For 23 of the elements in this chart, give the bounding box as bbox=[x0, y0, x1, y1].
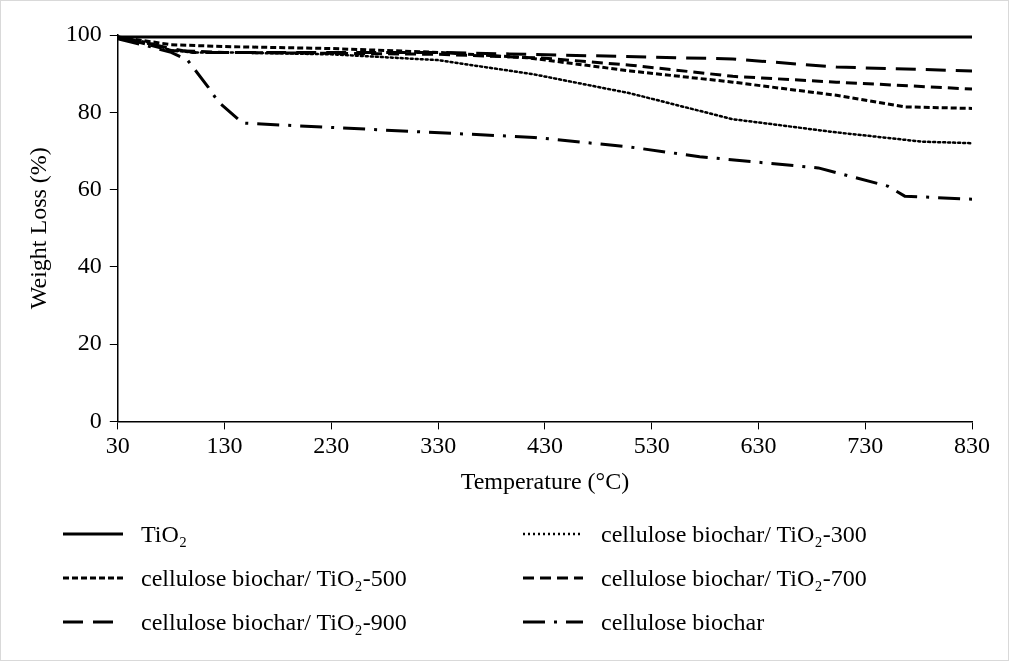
x-tick-label: 730 bbox=[847, 432, 884, 459]
x-tick-label: 230 bbox=[313, 432, 350, 459]
x-tick-label: 30 bbox=[105, 432, 130, 459]
x-tick-label: 130 bbox=[206, 432, 243, 459]
legend-label: cellulose biochar/ TiO₂-300 bbox=[601, 520, 867, 548]
y-tick-label: 100 bbox=[65, 20, 102, 47]
y-tick-label: 20 bbox=[77, 329, 102, 356]
legend-label: TiO₂ bbox=[141, 520, 188, 548]
y-tick-label: 40 bbox=[77, 252, 102, 279]
x-tick-label: 830 bbox=[954, 432, 990, 459]
x-tick-label: 430 bbox=[526, 432, 563, 459]
y-tick-label: 0 bbox=[89, 406, 102, 433]
y-tick-label: 60 bbox=[77, 174, 102, 201]
legend-label: cellulose biochar/ TiO₂-900 bbox=[141, 608, 407, 636]
x-tick-label: 530 bbox=[633, 432, 670, 459]
y-tick-label: 80 bbox=[77, 97, 102, 124]
legend-label: cellulose biochar bbox=[601, 608, 765, 636]
legend-label: cellulose biochar/ TiO₂-700 bbox=[601, 564, 867, 592]
x-axis-title: Temperature (°C) bbox=[460, 467, 630, 494]
x-tick-label: 630 bbox=[740, 432, 777, 459]
x-tick-label: 330 bbox=[420, 432, 457, 459]
y-axis-title: Weight Loss (%) bbox=[24, 147, 51, 310]
legend-label: cellulose biochar/ TiO₂-500 bbox=[141, 564, 407, 592]
